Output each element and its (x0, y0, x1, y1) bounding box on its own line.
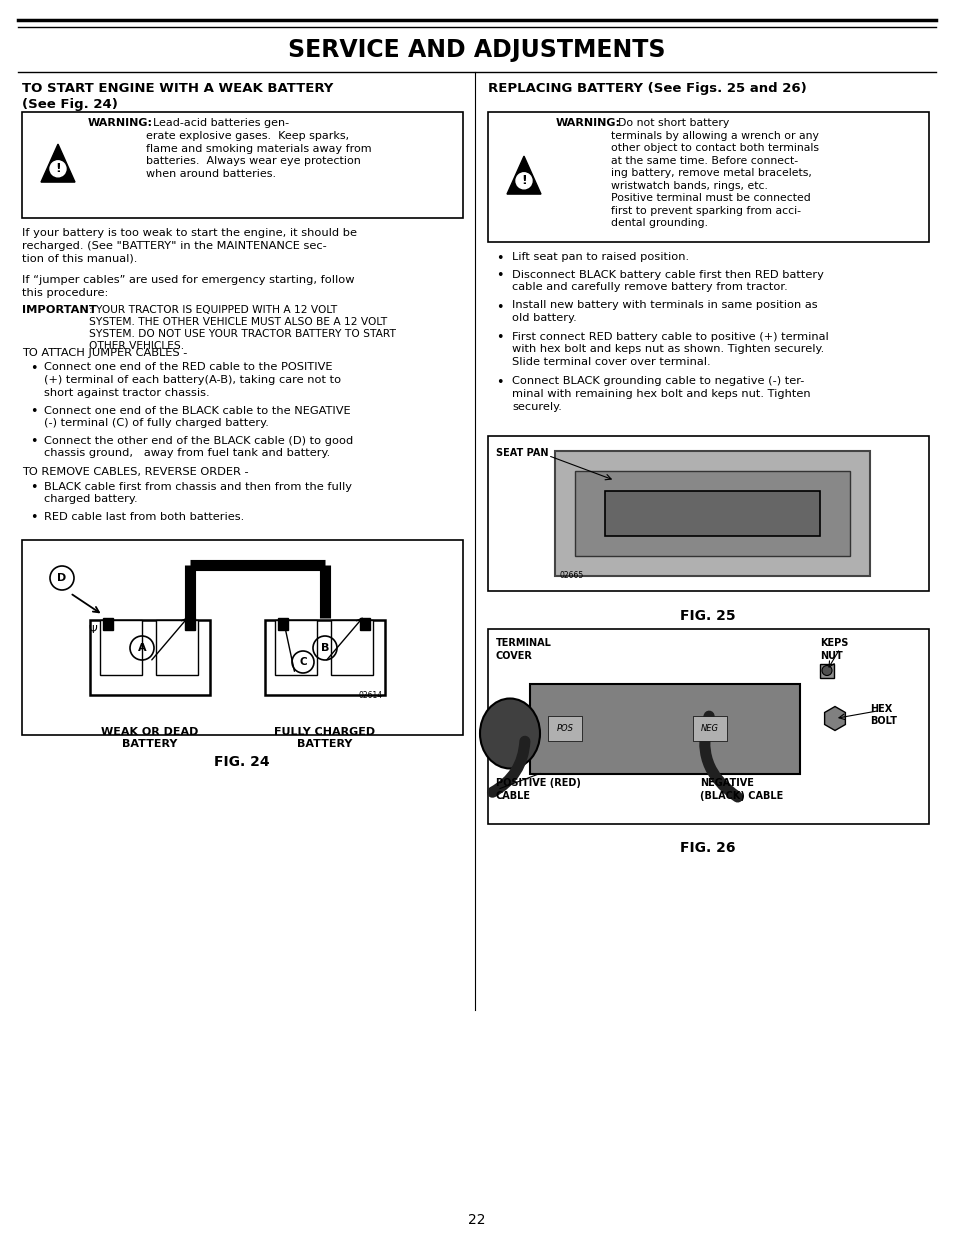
Text: POS: POS (556, 724, 573, 734)
Text: −: − (276, 616, 289, 631)
Text: REPLACING BATTERY (See Figs. 25 and 26): REPLACING BATTERY (See Figs. 25 and 26) (488, 82, 806, 95)
Bar (22, 540, 462, 735)
Text: RED cable last from both batteries.: RED cable last from both batteries. (44, 511, 244, 521)
Bar (488, 629, 928, 824)
Text: −: − (102, 616, 114, 631)
Bar (100, 620, 142, 676)
Text: IMPORTANT: IMPORTANT (22, 305, 96, 315)
Text: D: D (57, 573, 67, 583)
Text: WARNING:: WARNING: (88, 119, 152, 128)
Circle shape (516, 173, 532, 189)
Text: SERVICE AND ADJUSTMENTS: SERVICE AND ADJUSTMENTS (288, 38, 665, 62)
Text: NEGATIVE
(BLACK) CABLE: NEGATIVE (BLACK) CABLE (700, 778, 782, 802)
Text: Connect one end of the BLACK cable to the NEGATIVE
(-) terminal (C) of fully cha: Connect one end of the BLACK cable to th… (44, 405, 351, 429)
Text: WEAK OR DEAD
BATTERY: WEAK OR DEAD BATTERY (101, 727, 198, 750)
Polygon shape (823, 706, 844, 730)
Bar (265, 620, 385, 695)
Text: KEPS
NUT: KEPS NUT (820, 638, 847, 661)
Bar (156, 620, 198, 676)
Text: WARNING:: WARNING: (556, 119, 620, 128)
Text: SEAT PAN: SEAT PAN (496, 447, 548, 457)
Text: TO REMOVE CABLES, REVERSE ORDER -: TO REMOVE CABLES, REVERSE ORDER - (22, 468, 249, 478)
Bar (90, 620, 210, 695)
Text: +: + (183, 616, 196, 631)
Text: •: • (496, 252, 503, 266)
Text: BLACK cable first from chassis and then from the fully
charged battery.: BLACK cable first from chassis and then … (44, 482, 352, 504)
Ellipse shape (479, 699, 539, 768)
FancyArrowPatch shape (704, 716, 737, 797)
Text: FIG. 26: FIG. 26 (679, 841, 735, 856)
Text: Lead-acid batteries gen-
erate explosive gases.  Keep sparks,
flame and smoking : Lead-acid batteries gen- erate explosive… (146, 119, 372, 179)
Text: POSITIVE (RED)
CABLE: POSITIVE (RED) CABLE (496, 778, 580, 802)
Text: FIG. 24: FIG. 24 (214, 755, 270, 769)
Text: +: + (358, 616, 371, 631)
Bar (22, 112, 462, 219)
Text: !: ! (55, 162, 61, 175)
Text: FULLY CHARGED
BATTERY: FULLY CHARGED BATTERY (274, 727, 375, 750)
FancyArrowPatch shape (492, 741, 524, 792)
Bar (185, 618, 194, 630)
Text: •: • (496, 375, 503, 389)
Polygon shape (506, 156, 540, 194)
Text: HEX
BOLT: HEX BOLT (869, 704, 896, 726)
Text: If your battery is too weak to start the engine, it should be
recharged. (See "B: If your battery is too weak to start the… (22, 228, 356, 263)
Text: Disconnect BLACK battery cable first then RED battery
cable and carefully remove: Disconnect BLACK battery cable first the… (512, 269, 823, 293)
Bar (331, 620, 373, 676)
Bar (359, 618, 370, 630)
Text: C: C (299, 657, 307, 667)
Text: FIG. 25: FIG. 25 (679, 609, 735, 622)
Text: TO ATTACH JUMPER CABLES -: TO ATTACH JUMPER CABLES - (22, 348, 187, 358)
Text: 02614: 02614 (358, 692, 382, 700)
Text: A: A (137, 643, 146, 653)
Bar (530, 683, 800, 773)
Text: First connect RED battery cable to positive (+) terminal
with hex bolt and keps : First connect RED battery cable to posit… (512, 331, 828, 367)
Text: •: • (30, 405, 37, 419)
Text: 22: 22 (468, 1213, 485, 1228)
Circle shape (50, 161, 66, 177)
Circle shape (821, 666, 831, 676)
Bar (488, 112, 928, 242)
Text: •: • (30, 436, 37, 448)
Text: : YOUR TRACTOR IS EQUIPPED WITH A 12 VOLT
SYSTEM. THE OTHER VEHICLE MUST ALSO BE: : YOUR TRACTOR IS EQUIPPED WITH A 12 VOL… (89, 305, 395, 351)
Text: Connect BLACK grounding cable to negative (-) ter-
minal with remaining hex bolt: Connect BLACK grounding cable to negativ… (512, 375, 810, 411)
Bar (274, 620, 316, 676)
Text: •: • (30, 482, 37, 494)
Bar (555, 451, 869, 576)
Bar (604, 490, 820, 536)
Text: Do not short battery
terminals by allowing a wrench or any
other object to conta: Do not short battery terminals by allowi… (610, 119, 818, 228)
Text: •: • (496, 331, 503, 345)
Text: 02665: 02665 (559, 571, 583, 579)
Text: Connect the other end of the BLACK cable (D) to good
chassis ground,   away from: Connect the other end of the BLACK cable… (44, 436, 353, 458)
Text: !: ! (520, 174, 526, 188)
Text: Lift seat pan to raised position.: Lift seat pan to raised position. (512, 252, 688, 262)
Text: If “jumper cables” are used for emergency starting, follow
this procedure:: If “jumper cables” are used for emergenc… (22, 275, 355, 298)
Text: •: • (496, 269, 503, 283)
Bar (575, 471, 849, 556)
Text: TO START ENGINE WITH A WEAK BATTERY: TO START ENGINE WITH A WEAK BATTERY (22, 82, 333, 95)
Text: NEG: NEG (700, 724, 719, 734)
Text: Connect one end of the RED cable to the POSITIVE
(+) terminal of each battery(A-: Connect one end of the RED cable to the … (44, 362, 341, 398)
Text: (See Fig. 24): (See Fig. 24) (22, 98, 118, 111)
Text: B: B (320, 643, 329, 653)
Text: •: • (30, 511, 37, 525)
Bar (820, 663, 833, 678)
Text: •: • (496, 300, 503, 314)
Text: •: • (30, 362, 37, 375)
Text: Install new battery with terminals in same position as
old battery.: Install new battery with terminals in sa… (512, 300, 817, 324)
Bar (277, 618, 288, 630)
Polygon shape (41, 144, 75, 182)
Bar (103, 618, 112, 630)
Bar (488, 436, 928, 590)
Text: TERMINAL
COVER: TERMINAL COVER (496, 638, 551, 661)
Text: Ψ: Ψ (89, 625, 97, 635)
